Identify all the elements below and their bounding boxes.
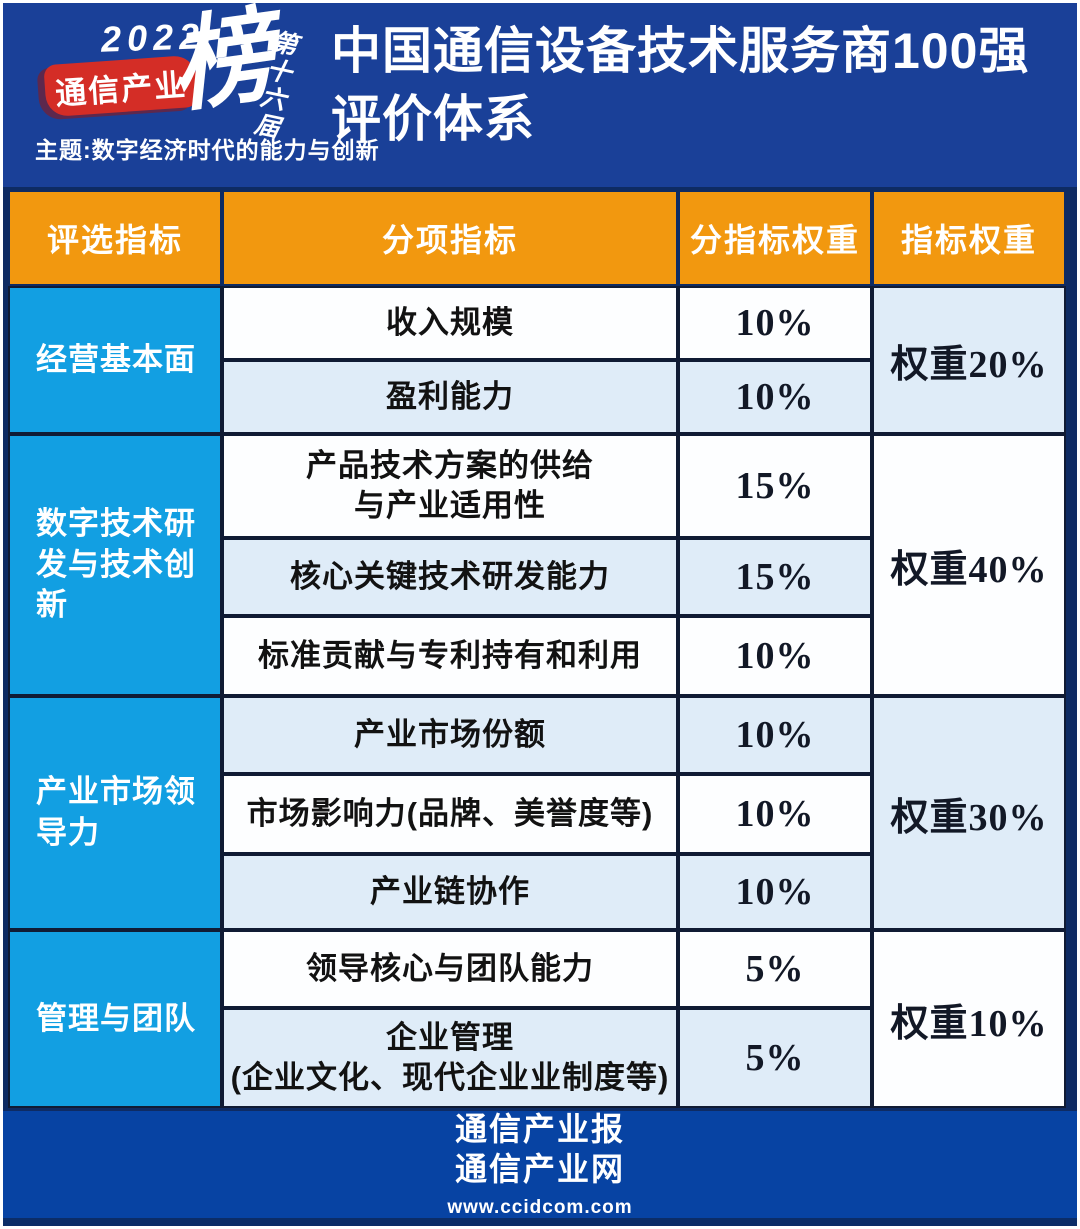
top-banner: 2022 通信产业 榜 第十六届 主题:数字经济时代的能力与创新 中国通信设备技…: [3, 3, 1077, 187]
criterion-cell: 企业管理 (企业文化、现代企业业制度等): [224, 1010, 676, 1106]
weight-cell: 权重10%: [874, 932, 1064, 1106]
weight-cell: 权重40%: [874, 436, 1064, 694]
category-cell: 经营基本面: [10, 288, 220, 432]
criterion-cell: 领导核心与团队能力: [224, 932, 676, 1006]
sub-weight-cell: 15%: [680, 436, 870, 536]
sub-weight-cell: 5%: [680, 1010, 870, 1106]
page-title: 中国通信设备技术服务商100强 评价体系: [331, 23, 1030, 147]
evaluation-table: 评选指标 分项指标 分指标权重 指标权重 经营基本面 收入规模 10% 盈利能力…: [3, 187, 1077, 1111]
criterion-cell: 标准贡献与专利持有和利用: [224, 618, 676, 694]
category-cell: 数字技术研 发与技术创 新: [10, 436, 220, 694]
sub-weight-cell: 10%: [680, 288, 870, 358]
weight-cell: 权重20%: [874, 288, 1064, 432]
footer-bar: 通信产业报 通信产业网 www.ccidcom.com: [3, 1111, 1077, 1226]
sub-weight-cell: 10%: [680, 856, 870, 928]
header-col-category: 评选指标: [10, 192, 220, 284]
criterion-cell: 收入规模: [224, 288, 676, 358]
sub-weight-cell: 10%: [680, 618, 870, 694]
criterion-cell: 产品技术方案的供给 与产业适用性: [224, 436, 676, 536]
criterion-cell: 市场影响力(品牌、美誉度等): [224, 776, 676, 852]
footer-website-url: www.ccidcom.com: [447, 1196, 633, 1218]
sub-weight-cell: 10%: [680, 698, 870, 772]
header-col-sub-weight: 分指标权重: [680, 192, 870, 284]
sub-weight-cell: 10%: [680, 362, 870, 432]
logo-theme-text: 主题:数字经济时代的能力与创新: [35, 137, 380, 163]
sub-weight-cell: 5%: [680, 932, 870, 1006]
category-cell: 管理与团队: [10, 932, 220, 1106]
header-col-weight: 指标权重: [874, 192, 1064, 284]
category-cell: 产业市场领 导力: [10, 698, 220, 928]
criterion-cell: 盈利能力: [224, 362, 676, 432]
event-logo: 2022 通信产业 榜 第十六届 主题:数字经济时代的能力与创新: [3, 3, 379, 187]
footer-brand-line1: 通信产业报: [454, 1110, 625, 1147]
criterion-cell: 产业链协作: [224, 856, 676, 928]
table-grid: 评选指标 分项指标 分指标权重 指标权重 经营基本面 收入规模 10% 盈利能力…: [10, 192, 1070, 1106]
sub-weight-cell: 15%: [680, 540, 870, 614]
sub-weight-cell: 10%: [680, 776, 870, 852]
weight-cell: 权重30%: [874, 698, 1064, 928]
logo-brand-text: 通信产业: [54, 66, 189, 112]
criterion-cell: 核心关键技术研发能力: [224, 540, 676, 614]
header-col-criterion: 分项指标: [224, 192, 676, 284]
criterion-cell: 产业市场份额: [224, 698, 676, 772]
footer-brand-line2: 通信产业网: [454, 1150, 625, 1187]
